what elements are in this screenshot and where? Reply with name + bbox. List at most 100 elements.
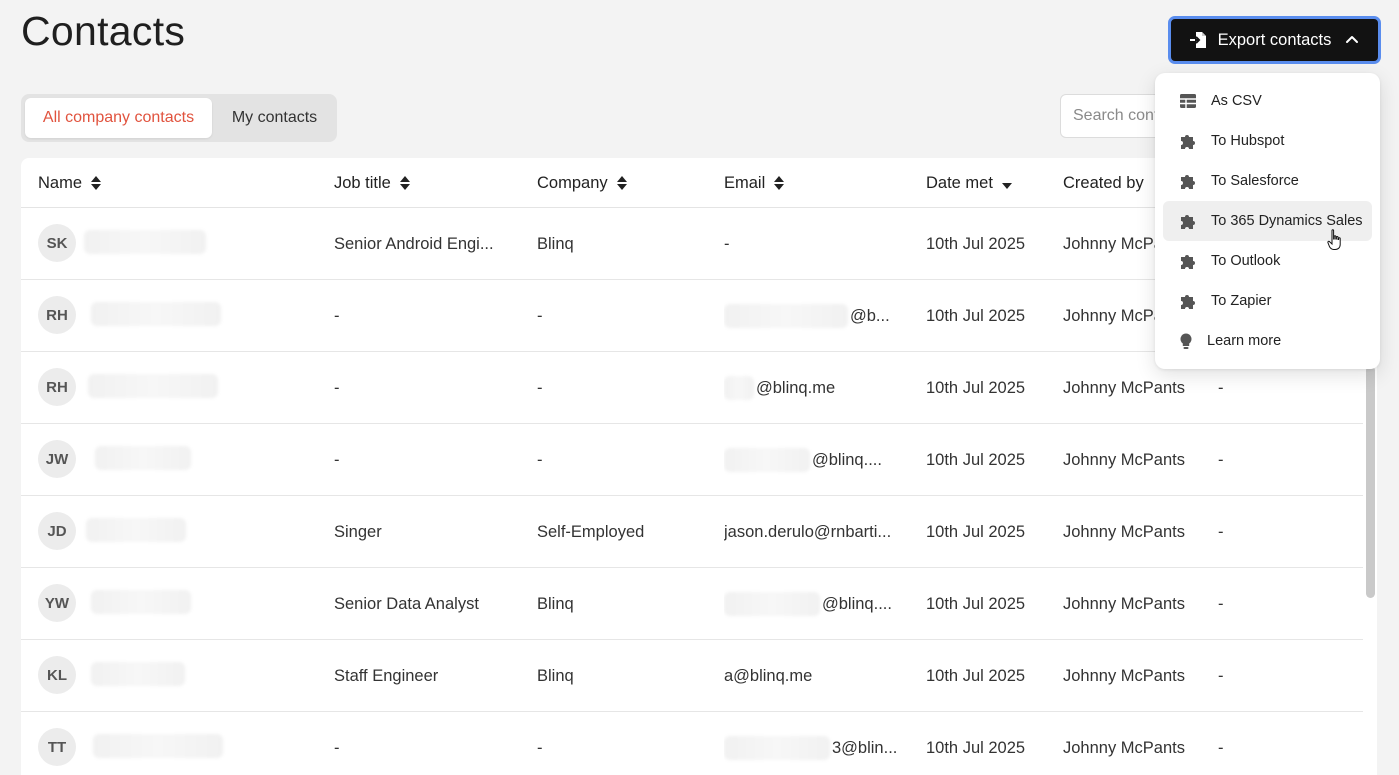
column-label: Job title [334, 173, 391, 192]
date-met-cell-text: 10th Jul 2025 [926, 666, 1026, 685]
company-cell-text: Self-Employed [537, 522, 645, 541]
column-header-company[interactable]: Company [537, 158, 628, 208]
column-label: Created by [1063, 173, 1144, 192]
extra-cell-text: - [1218, 738, 1224, 757]
page-title: Contacts [21, 8, 186, 54]
job-title-cell: - [334, 352, 504, 424]
menu-item-to-365-dynamics-sales[interactable]: To 365 Dynamics Sales [1163, 201, 1372, 241]
created-by-cell: Johnny McPants [1063, 640, 1208, 712]
menu-item-label: To Zapier [1211, 293, 1272, 309]
redacted-email [724, 736, 830, 760]
job-title-cell-text: - [334, 306, 340, 325]
export-contacts-button[interactable]: Export contacts [1168, 16, 1381, 64]
company-cell-text: - [537, 378, 543, 397]
table-row[interactable]: RH - - @blinq.me 10th Jul 2025 Johnny McPants… [21, 352, 1363, 424]
email-cell-text: @blinq.... [812, 450, 882, 469]
lightbulb-icon [1177, 332, 1195, 350]
menu-item-learn-more[interactable]: Learn more [1163, 321, 1372, 361]
created-by-cell: Johnny McPa [1063, 280, 1208, 352]
menu-item-to-outlook[interactable]: To Outlook [1163, 241, 1372, 281]
extra-cell: - [1218, 352, 1278, 424]
table-row[interactable]: JW - - @blinq.... 10th Jul 2025 Johnny McPant… [21, 424, 1363, 496]
avatar: YW [38, 584, 76, 622]
email-cell-text: jason.derulo@rnbarti... [724, 522, 892, 541]
puzzle-icon [1179, 292, 1197, 310]
tab-all-company-contacts[interactable]: All company contacts [25, 98, 212, 138]
table-row[interactable]: SK Senior Android Engi... Blinq - 10th Jul 2… [21, 208, 1363, 280]
table-body: SK Senior Android Engi... Blinq - 10th Jul 2… [21, 208, 1363, 775]
email-cell-text: - [724, 234, 730, 253]
chevron-up-icon [1344, 32, 1360, 48]
table-row[interactable]: KL Staff Engineer Blinq a@blinq.me 10th Jul … [21, 640, 1363, 712]
tab-my-contacts[interactable]: My contacts [231, 109, 318, 126]
created-by-cell: Johnny McPants [1063, 208, 1208, 280]
sort-descending-icon [1001, 175, 1013, 191]
date-met-cell-text: 10th Jul 2025 [926, 450, 1026, 469]
contacts-table: Name Job title Company Email Date met Cr… [21, 158, 1363, 775]
scrollbar-thumb[interactable] [1366, 366, 1375, 598]
created-by-cell-text: Johnny McPa [1063, 306, 1163, 325]
email-cell-text: @b... [850, 306, 890, 325]
redacted-name [86, 518, 186, 542]
column-label: Name [38, 173, 83, 192]
email-cell-text: a@blinq.me [724, 666, 813, 685]
table-row[interactable]: JD Singer Self-Employed jason.derulo@rnbart… [21, 496, 1363, 568]
table-row[interactable]: TT - - 3@blin... 10th Jul 2025 Johnny McPants… [21, 712, 1363, 775]
table-row[interactable]: RH - - @b... 10th Jul 2025 Johnny McPa [21, 280, 1363, 352]
export-dropdown-menu: As CSV To Hubspot To Salesforce To 365 D… [1155, 73, 1380, 369]
redacted-email [724, 592, 820, 616]
avatar: JW [38, 440, 76, 478]
menu-item-label: As CSV [1211, 93, 1262, 109]
job-title-cell-text: - [334, 738, 340, 757]
extra-cell: - [1218, 712, 1278, 775]
company-cell-text: Blinq [537, 594, 574, 613]
extra-cell-text: - [1218, 450, 1224, 469]
job-title-cell-text: Senior Android Engi... [334, 234, 494, 253]
date-met-cell: 10th Jul 2025 [926, 712, 1056, 775]
date-met-cell: 10th Jul 2025 [926, 280, 1056, 352]
menu-item-to-salesforce[interactable]: To Salesforce [1163, 161, 1372, 201]
company-cell: - [537, 280, 697, 352]
sort-icon [399, 175, 411, 191]
column-header-name[interactable]: Name [38, 158, 102, 208]
column-header-date-met[interactable]: Date met [926, 158, 1013, 208]
date-met-cell: 10th Jul 2025 [926, 352, 1056, 424]
job-title-cell-text: Singer [334, 522, 382, 541]
job-title-cell-text: - [334, 378, 340, 397]
created-by-cell-text: Johnny McPants [1063, 738, 1185, 757]
sort-icon [90, 175, 102, 191]
email-cell-text: @blinq.... [822, 594, 892, 613]
menu-item-label: To Salesforce [1211, 173, 1299, 189]
email-cell: 3@blin... [724, 712, 904, 775]
column-header-email[interactable]: Email [724, 158, 785, 208]
created-by-cell-text: Johnny McPants [1063, 522, 1185, 541]
email-cell: a@blinq.me [724, 640, 904, 712]
email-cell-text: @blinq.me [756, 378, 836, 397]
redacted-name [91, 590, 191, 614]
menu-item-to-hubspot[interactable]: To Hubspot [1163, 121, 1372, 161]
sort-icon [616, 175, 628, 191]
column-header-job-title[interactable]: Job title [334, 158, 411, 208]
date-met-cell-text: 10th Jul 2025 [926, 738, 1026, 757]
menu-item-to-zapier[interactable]: To Zapier [1163, 281, 1372, 321]
company-cell-text: - [537, 306, 543, 325]
extra-cell: - [1218, 568, 1278, 640]
company-cell: - [537, 352, 697, 424]
extra-cell: - [1218, 424, 1278, 496]
job-title-cell-text: Senior Data Analyst [334, 594, 479, 613]
created-by-cell: Johnny McPants [1063, 424, 1208, 496]
date-met-cell-text: 10th Jul 2025 [926, 306, 1026, 325]
export-file-icon [1189, 30, 1209, 50]
column-header-created-by[interactable]: Created by [1063, 158, 1144, 208]
job-title-cell-text: Staff Engineer [334, 666, 439, 685]
avatar: RH [38, 296, 76, 334]
menu-item-as-csv[interactable]: As CSV [1163, 81, 1372, 121]
menu-item-label: To Outlook [1211, 253, 1281, 269]
company-cell: Blinq [537, 640, 697, 712]
date-met-cell-text: 10th Jul 2025 [926, 234, 1026, 253]
created-by-cell-text: Johnny McPants [1063, 666, 1185, 685]
created-by-cell: Johnny McPants [1063, 352, 1208, 424]
date-met-cell: 10th Jul 2025 [926, 640, 1056, 712]
company-cell: Self-Employed [537, 496, 697, 568]
table-row[interactable]: YW Senior Data Analyst Blinq @blinq.... 10th… [21, 568, 1363, 640]
